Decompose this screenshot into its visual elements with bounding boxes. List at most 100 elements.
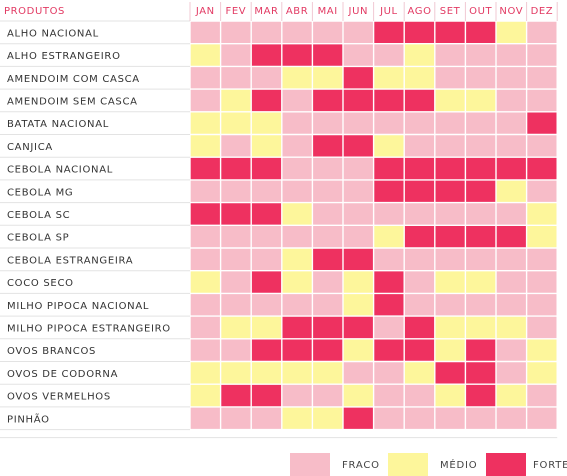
heatmap-cell [373,89,405,112]
heatmap-cell [281,43,313,67]
heatmap-cell [465,293,496,317]
heatmap-cell [220,157,252,180]
heatmap-cell [465,179,496,203]
heatmap-cell [434,406,466,430]
heatmap-cell [404,406,435,430]
heatmap-cell [312,43,343,67]
row-label: AMENDOIM COM CASCA [7,74,140,85]
heatmap-cell [281,270,313,294]
column-header-nov: NOV [499,6,523,17]
legend-label: MÉDIO [440,458,477,471]
heatmap-cell [496,179,527,203]
heatmap-cell [373,157,405,180]
row-label: AMENDOIM SEM CASCA [7,96,138,107]
row-label: OVOS DE CODORNA [7,369,118,380]
heatmap-cell [220,225,252,248]
heatmap-cell [190,248,221,271]
column-header-out: OUT [469,6,492,17]
heatmap-cell [465,111,496,135]
heatmap-cell [496,21,527,44]
heatmap-cell [312,179,343,203]
heatmap-cell [343,43,374,67]
heatmap-cell [526,21,558,44]
heatmap-cell [404,134,435,158]
heatmap-cell [404,338,435,362]
column-header-abr: ABR [286,6,308,17]
heatmap-cell [465,316,496,339]
row-label: CEBOLA MG [7,187,73,198]
column-header-fev: FEV [226,6,247,17]
heatmap-cell [312,406,343,430]
row-label: PINHÃO [7,412,50,425]
heatmap-cell [404,179,435,203]
heatmap-cell [251,157,282,180]
heatmap-cell [190,361,221,385]
heatmap-cell [251,134,282,158]
heatmap-cell [434,21,466,44]
heatmap-cell [404,89,435,112]
heatmap-cell [404,293,435,317]
heatmap-cell [220,134,252,158]
heatmap-cell [404,248,435,271]
column-header-jun: JUN [348,6,369,17]
heatmap-cell [465,21,496,44]
heatmap-cell [526,384,558,407]
heatmap-cell [281,384,313,407]
row-label: ALHO ESTRANGEIRO [7,51,121,62]
heatmap-cell [190,338,221,362]
heatmap-cell [373,134,405,158]
heatmap-cell [465,248,496,271]
heatmap-cell [373,111,405,135]
heatmap-cell [343,21,374,44]
legend-label: FRACO [342,460,380,471]
heatmap-cell [465,157,496,180]
heatmap-cell [281,21,313,44]
heatmap-cell [190,111,221,135]
heatmap-cell [281,89,313,112]
heatmap-cell [251,21,282,44]
heatmap-cell [465,66,496,90]
heatmap-cell [434,361,466,385]
heatmap-cell [526,66,558,90]
heatmap-cell [220,89,252,112]
heatmap-cell [312,134,343,158]
heatmap-cell [220,293,252,317]
heatmap-cell [434,248,466,271]
heatmap-cell [404,361,435,385]
heatmap-cell [190,270,221,294]
column-header-mar: MAR [254,6,278,17]
heatmap-cell [496,316,527,339]
heatmap-cell [496,43,527,67]
heatmap-cell [526,43,558,67]
heatmap-cell [190,225,221,248]
row-label: CEBOLA ESTRANGEIRA [7,255,133,266]
heatmap-cell [190,406,221,430]
heatmap-cell [251,270,282,294]
row-label: ALHO NACIONAL [7,28,99,39]
heatmap-cell [434,225,466,248]
heatmap-cell [434,134,466,158]
heatmap-cell [434,66,466,90]
heatmap-cell [465,134,496,158]
heatmap-cell [526,134,558,158]
heatmap-cell [465,338,496,362]
heatmap-cell [190,43,221,67]
heatmap-cell [404,202,435,226]
heatmap-cell [190,316,221,339]
heatmap-cell [251,179,282,203]
heatmap-cell [281,202,313,226]
heatmap-cell [526,338,558,362]
heatmap-cell [220,406,252,430]
heatmap-cell [343,270,374,294]
heatmap-cell [465,89,496,112]
heatmap-cell [496,293,527,317]
heatmap-cell [312,293,343,317]
heatmap-cell [220,248,252,271]
heatmap-cell [373,179,405,203]
heatmap-cell [526,270,558,294]
heatmap-cell [526,293,558,317]
heatmap-cell [465,406,496,430]
heatmap-cell [496,384,527,407]
column-header-dez: DEZ [531,6,554,17]
heatmap-cell [526,316,558,339]
